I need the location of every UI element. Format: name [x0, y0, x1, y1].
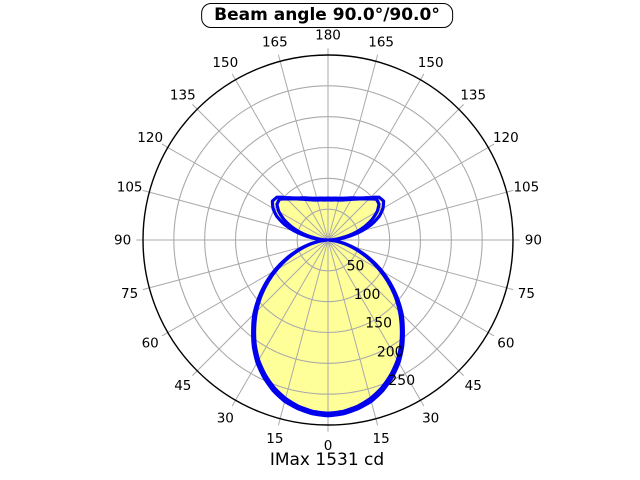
angle-label-right-165: 165: [368, 34, 394, 50]
radial-label-50: 50: [347, 258, 365, 274]
imax-label: IMax 1531 cd: [269, 450, 385, 470]
curve-stroke-layer: [251, 195, 405, 418]
angle-label-left-15: 15: [266, 431, 283, 447]
outer-ring: [142, 54, 514, 426]
grid-spoke-345: [277, 239, 329, 426]
angle-label-left-120: 120: [137, 130, 163, 146]
grid-spoke-45: [327, 239, 464, 376]
angle-label-right-60: 60: [497, 335, 514, 351]
grid-spoke-75: [327, 239, 514, 291]
angle-label-right-90: 90: [525, 233, 542, 249]
radial-label-200: 200: [377, 344, 404, 360]
angle-label-left-105: 105: [117, 180, 143, 196]
grid-spoke-285: [142, 239, 329, 291]
angle-label-right-135: 135: [460, 88, 486, 104]
radial-label-100: 100: [354, 287, 381, 303]
grid-spoke-15: [327, 239, 379, 426]
grid-spoke-330: [231, 239, 329, 407]
angle-label-right-45: 45: [465, 378, 482, 394]
angle-label-left-135: 135: [170, 88, 196, 104]
angle-label-left-150: 150: [212, 55, 238, 71]
angle-label-right-30: 30: [422, 411, 439, 427]
angle-label-left-30: 30: [217, 411, 234, 427]
polar-grid: [136, 48, 520, 432]
angle-label-right-105: 105: [513, 180, 539, 196]
grid-spoke-150: [327, 73, 425, 241]
angle-label-left-90: 90: [114, 233, 131, 249]
radial-label-150: 150: [365, 316, 392, 332]
chart-title: Beam angle 90.0°/90.0°: [214, 5, 440, 25]
grid-spoke-30: [327, 239, 425, 407]
angle-label-right-120: 120: [493, 130, 519, 146]
grid-spoke-300: [161, 239, 329, 337]
angle-label-left-60: 60: [142, 335, 159, 351]
grid-spoke-165: [327, 54, 379, 241]
grid-spoke-195: [277, 54, 329, 241]
angle-label-left-45: 45: [174, 378, 191, 394]
angle-label-right-15: 15: [373, 431, 390, 447]
angle-label-left-165: 165: [262, 34, 288, 50]
grid-spoke-240: [161, 143, 329, 241]
beam-curve-1: [252, 197, 404, 415]
grid-spoke-225: [192, 104, 329, 241]
grid-spoke-135: [327, 104, 464, 241]
angle-label-left-75: 75: [121, 286, 138, 302]
angle-label-right-150: 150: [418, 55, 444, 71]
grid-spoke-60: [327, 239, 495, 337]
axis-labels: 0 15 15 30 30 45 45 60 60 75 75 90 90 105 105 120 120 135…: [114, 27, 542, 454]
grid-spoke-210: [231, 73, 329, 241]
radial-label-250: 250: [388, 373, 415, 389]
angle-label-right-75: 75: [518, 286, 535, 302]
angle-label-0: 0: [324, 438, 333, 454]
chart-title-box: Beam angle 90.0°/90.0°: [201, 3, 453, 28]
grid-spoke-315: [192, 239, 329, 376]
grid-spoke-120: [327, 143, 495, 241]
angle-label-180: 180: [315, 27, 341, 43]
